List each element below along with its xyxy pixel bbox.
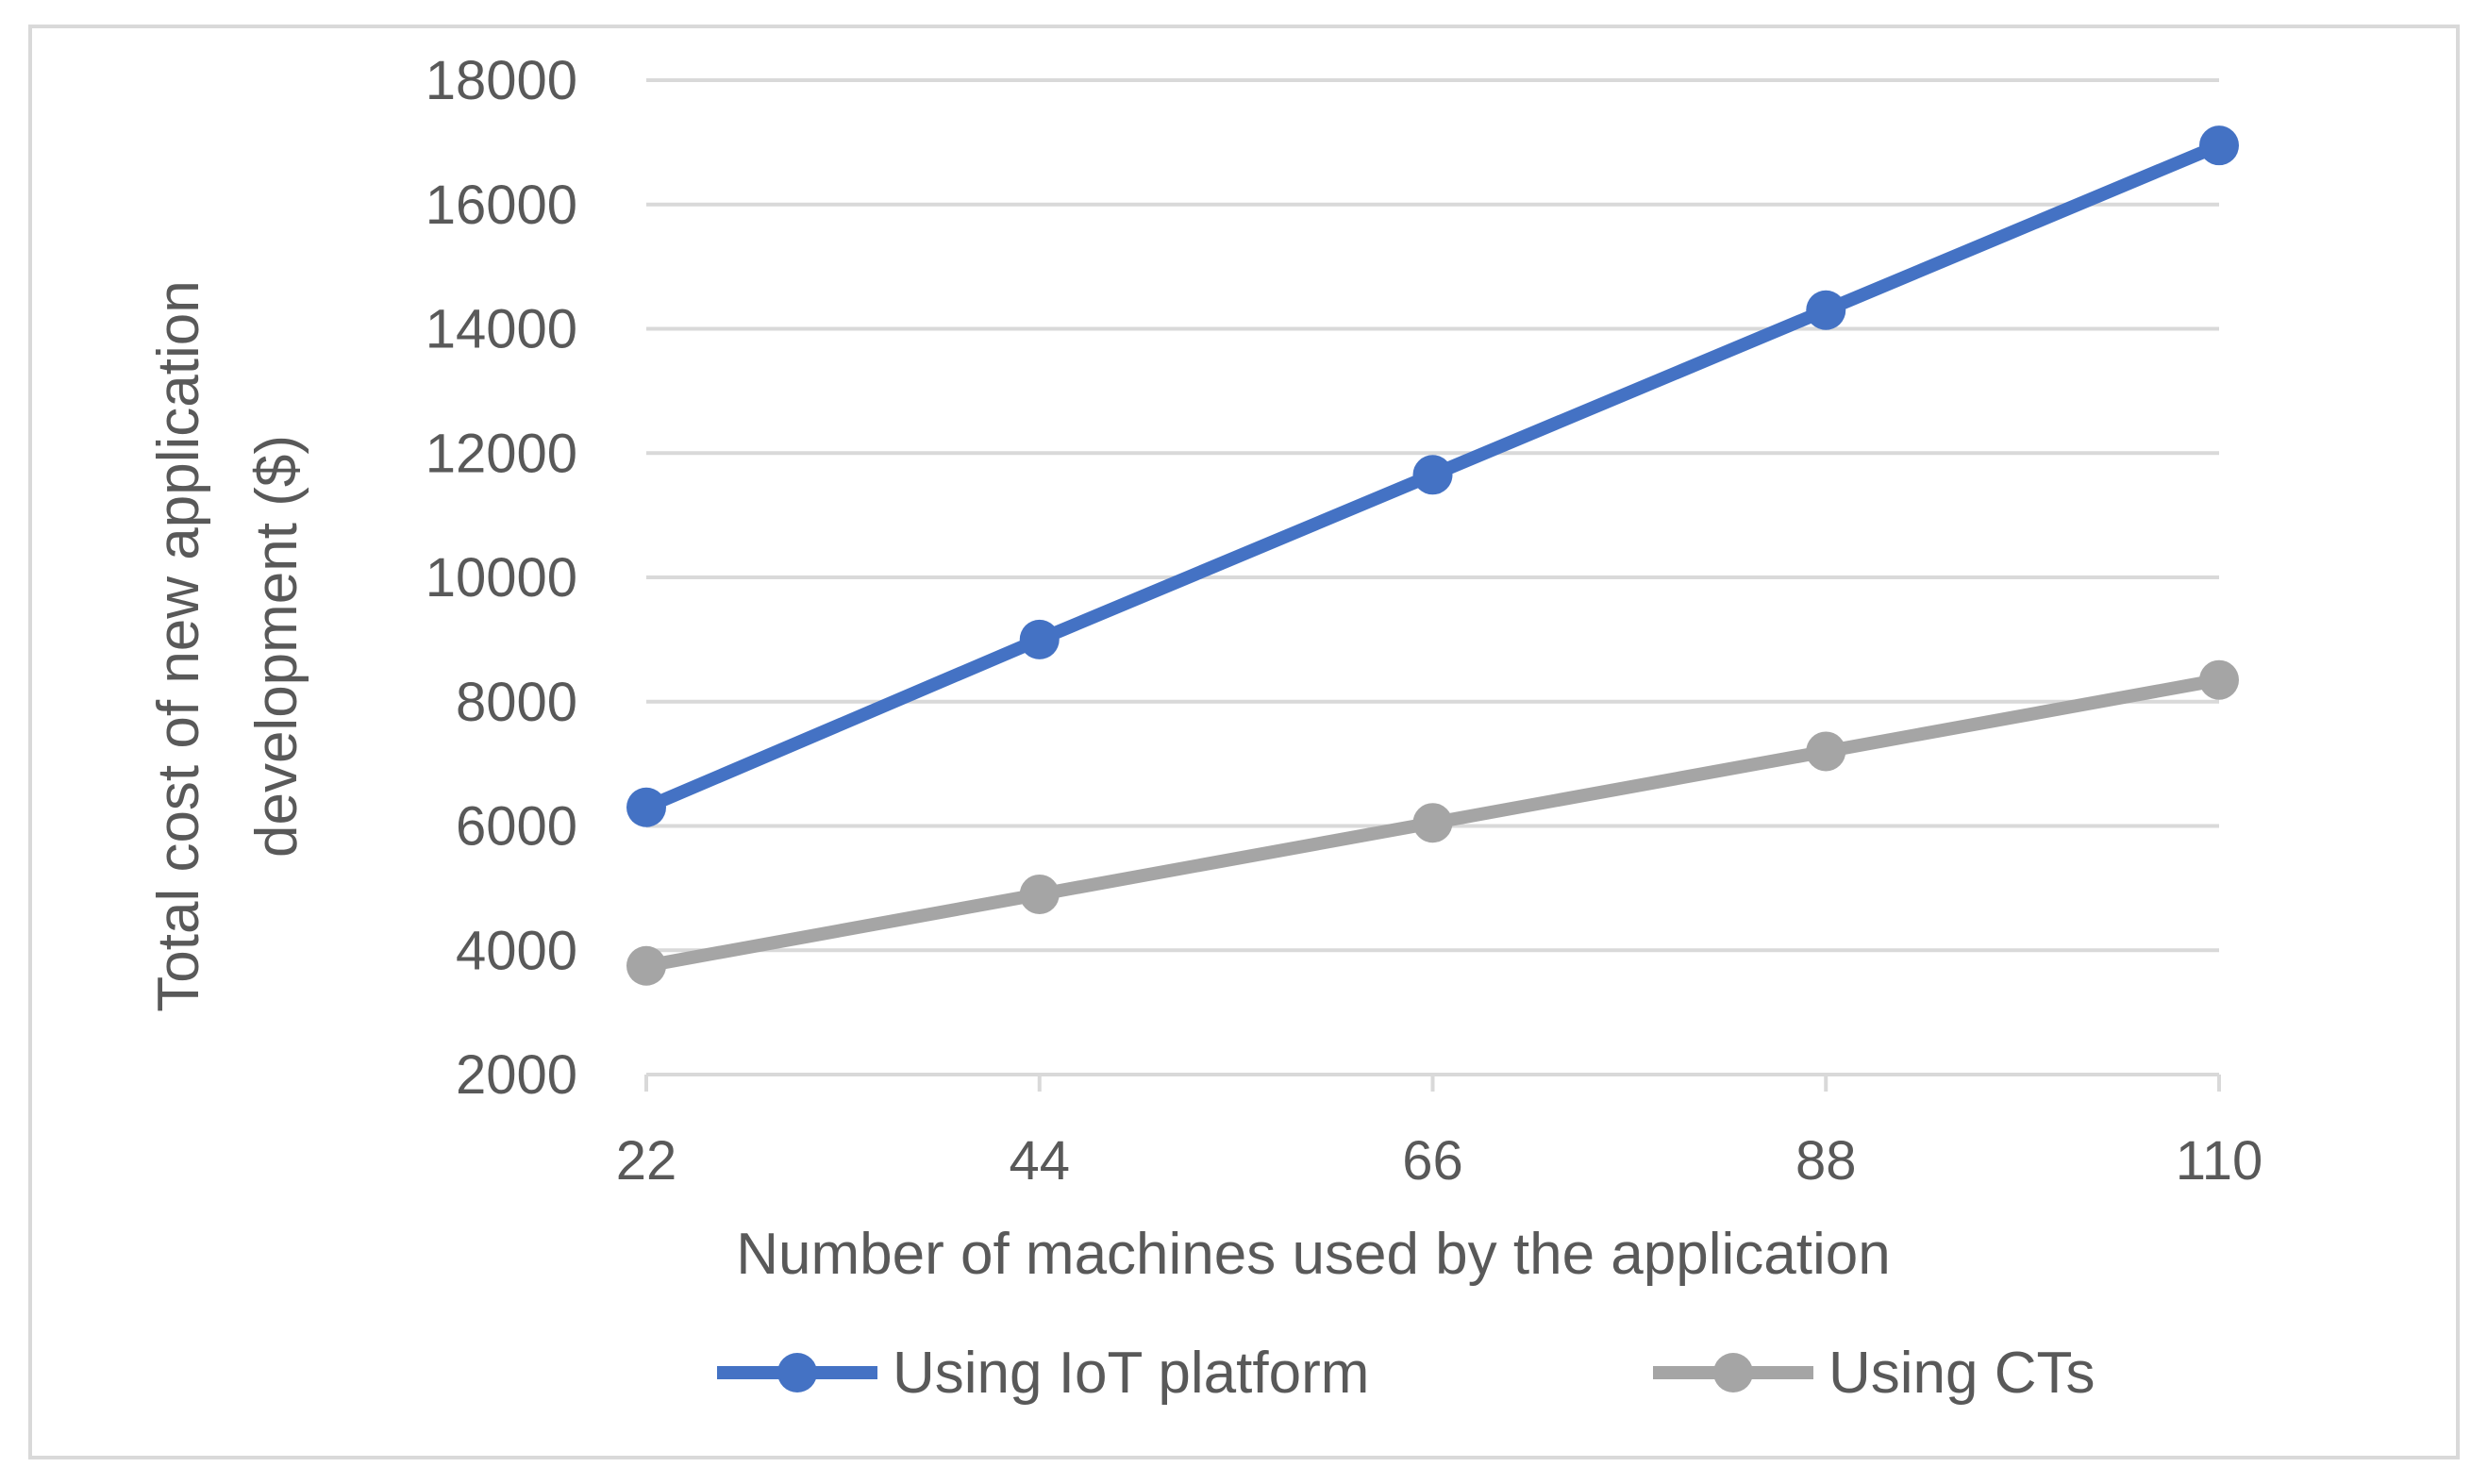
y-axis-title: Total cost of new application developmen… — [146, 280, 309, 1011]
x-axis-title: Number of machines used by the applicati… — [736, 1222, 1890, 1287]
chart-frame — [28, 25, 2460, 1459]
data-point[interactable] — [1019, 619, 1060, 659]
data-point[interactable] — [1412, 455, 1453, 495]
y-tick-label: 16000 — [426, 175, 577, 236]
y-tick-label: 6000 — [456, 796, 577, 858]
legend-item-cts[interactable]: Using CTs — [1653, 1341, 2096, 1406]
legend-item-iot[interactable]: Using IoT platform — [717, 1341, 1369, 1406]
y-axis-tick-labels: 2000 4000 6000 8000 10000 12000 14000 16000 1800… — [426, 50, 577, 1106]
legend: Using IoT platform Using CTs — [717, 1341, 2096, 1406]
y-tick-label: 2000 — [456, 1044, 577, 1106]
x-tick-label: 88 — [1795, 1130, 1857, 1192]
data-point[interactable] — [1019, 874, 1060, 914]
data-point[interactable] — [1806, 731, 1846, 772]
x-tick-label: 22 — [616, 1130, 677, 1192]
y-axis-title-line-2: development ($) — [244, 435, 309, 858]
legend-swatch-iot-marker — [777, 1353, 817, 1392]
legend-label-iot: Using IoT platform — [893, 1341, 1369, 1406]
data-point[interactable] — [626, 787, 666, 827]
x-tick-label: 110 — [2176, 1130, 2263, 1192]
legend-swatch-cts-marker — [1713, 1353, 1753, 1392]
y-tick-label: 10000 — [426, 547, 577, 609]
data-point[interactable] — [2199, 659, 2239, 700]
y-tick-label: 18000 — [426, 50, 577, 111]
x-tick-label: 66 — [1402, 1130, 1463, 1192]
x-axis — [644, 1073, 2221, 1092]
series-layer — [626, 125, 2239, 986]
series-cts — [626, 659, 2239, 986]
y-tick-label: 4000 — [456, 920, 577, 981]
y-axis-title-line-1: Total cost of new application — [146, 280, 211, 1011]
y-tick-label: 8000 — [456, 672, 577, 733]
data-point[interactable] — [2199, 125, 2239, 166]
y-tick-label: 12000 — [426, 423, 577, 484]
x-tick-label: 44 — [1009, 1130, 1070, 1192]
data-point[interactable] — [1806, 290, 1846, 330]
y-tick-label: 14000 — [426, 299, 577, 360]
gridlines — [646, 78, 2219, 953]
data-point[interactable] — [626, 945, 666, 986]
data-point[interactable] — [1412, 803, 1453, 843]
legend-label-cts: Using CTs — [1828, 1341, 2096, 1406]
x-axis-tick-labels: 22 44 66 88 110 — [616, 1130, 2263, 1192]
series-iot-platform — [626, 125, 2239, 827]
